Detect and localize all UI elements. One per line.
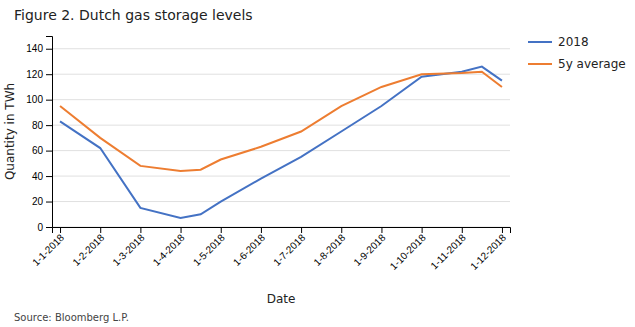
- annotation: Source: Bloomberg L.P.: [14, 312, 129, 323]
- y-tick-mark: [46, 49, 52, 50]
- y-tick-mark: [46, 227, 52, 228]
- x-tick: 1-11-2018: [428, 227, 468, 271]
- y-axis: 0 20 40 60 80 100 120 140: [26, 37, 52, 233]
- legend-item: 2018: [528, 35, 589, 49]
- x-tick-mark: [221, 227, 222, 233]
- x-tick-mark: [422, 227, 423, 233]
- y-tick-mark: [46, 202, 52, 203]
- y-tick: 20: [32, 196, 52, 207]
- grid-line: [52, 176, 510, 177]
- x-tick: 1-10-2018: [388, 227, 428, 272]
- x-tick-label: 1-2-2018: [70, 232, 106, 268]
- x-axis: 1-1-20181-2-20181-3-20181-4-20181-5-2018…: [30, 227, 510, 272]
- legend: 2018 5y average: [528, 35, 626, 71]
- chart: 1-1-20181-2-20181-3-20181-4-20181-5-2018…: [0, 0, 635, 327]
- legend-item: 5y average: [528, 57, 626, 71]
- y-tick-mark: [46, 151, 52, 152]
- x-axis-line: [53, 228, 511, 234]
- x-tick-label: 1-8-2018: [311, 232, 347, 268]
- y-tick: 120: [26, 69, 52, 80]
- x-tick-label: 1-7-2018: [271, 232, 307, 268]
- y-tick: 100: [26, 94, 52, 105]
- x-tick-mark: [181, 227, 182, 233]
- y-tick: 60: [32, 145, 52, 156]
- y-tick: 140: [26, 43, 52, 54]
- y-tick-label: 120: [26, 69, 43, 80]
- y-tick: 80: [32, 120, 52, 131]
- title: Figure 2. Dutch gas storage levels: [14, 7, 253, 23]
- x-tick-mark: [100, 227, 101, 233]
- y-tick-label: 80: [32, 120, 44, 131]
- x-tick: 1-9-2018: [352, 227, 388, 268]
- x-axis-title: Date: [267, 292, 296, 306]
- x-tick-mark: [261, 227, 262, 233]
- x-tick: 1-12-2018: [468, 227, 508, 272]
- y-tick-label: 140: [26, 43, 43, 54]
- x-tick: 1-1-2018: [30, 227, 66, 268]
- x-tick-mark: [502, 227, 503, 233]
- x-tick-label: 1-1-2018: [30, 232, 66, 268]
- y-tick-label: 60: [32, 145, 44, 156]
- y-axis-title: Quantity in TWh: [3, 83, 17, 180]
- x-tick: 1-5-2018: [191, 227, 227, 268]
- x-tick-label: 1-4-2018: [151, 232, 187, 268]
- grid-line: [52, 201, 510, 202]
- series-line: [60, 72, 502, 171]
- x-tick-mark: [140, 227, 141, 233]
- x-tick-label: 1-9-2018: [352, 232, 388, 268]
- x-tick-label: 1-3-2018: [110, 232, 146, 268]
- legend-swatch: [528, 63, 552, 65]
- plot: 1-1-20181-2-20181-3-20181-4-20181-5-2018…: [26, 37, 510, 272]
- y-tick-mark: [46, 100, 52, 101]
- y-axis-line: [46, 37, 53, 228]
- y-tick-mark: [46, 74, 52, 75]
- series-group: [60, 67, 502, 219]
- y-tick-label: 40: [32, 171, 44, 182]
- x-tick: 1-3-2018: [110, 227, 146, 268]
- x-tick-mark: [381, 227, 382, 233]
- x-tick: 1-8-2018: [311, 227, 347, 268]
- legend-swatch: [528, 41, 552, 43]
- x-tick: 1-7-2018: [271, 227, 307, 268]
- grid-line: [52, 48, 510, 49]
- grid-line: [52, 125, 510, 126]
- x-tick-mark: [341, 227, 342, 233]
- y-tick: 40: [32, 171, 52, 182]
- x-tick-label: 1-12-2018: [468, 232, 508, 272]
- x-tick-label: 1-6-2018: [231, 232, 267, 268]
- grid-line: [52, 99, 510, 100]
- y-tick-label: 20: [32, 196, 44, 207]
- legend-label: 2018: [558, 35, 589, 49]
- x-tick: 1-4-2018: [151, 227, 187, 268]
- x-tick: 1-2-2018: [70, 227, 106, 268]
- series-line: [60, 67, 502, 219]
- x-tick: 1-6-2018: [231, 227, 267, 268]
- y-tick-label: 100: [26, 94, 43, 105]
- grid: [52, 49, 510, 227]
- x-tick-label: 1-10-2018: [388, 232, 428, 272]
- y-tick-mark: [46, 176, 52, 177]
- x-tick-mark: [462, 227, 463, 233]
- x-tick-label: 1-5-2018: [191, 232, 227, 268]
- y-tick-label: 0: [37, 222, 43, 233]
- legend-label: 5y average: [558, 57, 626, 71]
- x-tick-label: 1-11-2018: [428, 232, 468, 272]
- x-tick-mark: [301, 227, 302, 233]
- y-tick-mark: [46, 125, 52, 126]
- x-tick-mark: [60, 227, 61, 233]
- y-tick: 0: [37, 222, 52, 233]
